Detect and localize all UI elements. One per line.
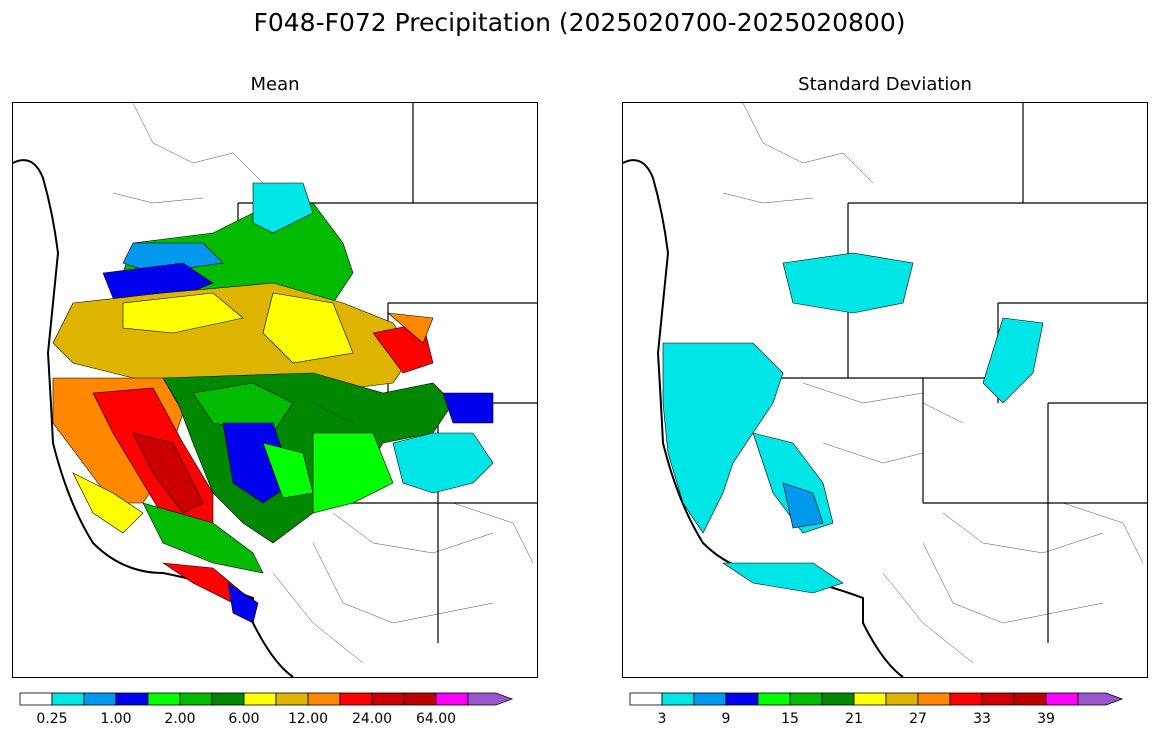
colorbar-segment bbox=[307, 692, 341, 706]
stddev-map bbox=[622, 102, 1148, 678]
colorbar-segment bbox=[917, 692, 951, 706]
colorbar-segment bbox=[211, 692, 245, 706]
colorbar-tick-label: 9 bbox=[721, 711, 731, 727]
colorbar-segment bbox=[371, 692, 405, 706]
colorbar-segment bbox=[19, 692, 53, 706]
colorbar-segment bbox=[467, 692, 514, 706]
colorbar-segment bbox=[661, 692, 695, 706]
colorbar-segment bbox=[1077, 692, 1124, 706]
colorbar-segment bbox=[885, 692, 919, 706]
colorbar-segment bbox=[1045, 692, 1079, 706]
colorbar-tick-label: 1.00 bbox=[100, 711, 132, 727]
colorbar-segment bbox=[435, 692, 469, 706]
colorbar-tick-label: 3 bbox=[657, 711, 667, 727]
colorbar-segment bbox=[821, 692, 855, 706]
colorbar-tick-label: 0.25 bbox=[36, 711, 68, 727]
colorbar-segment bbox=[179, 692, 213, 706]
state-boundaries bbox=[773, 103, 1147, 643]
colorbar-tick-label: 39 bbox=[1037, 711, 1055, 727]
mean-panel-title: Mean bbox=[250, 74, 300, 95]
colorbar-tick-label: 12.00 bbox=[287, 711, 329, 727]
colorbar-segment bbox=[725, 692, 759, 706]
colorbar-tick-label: 33 bbox=[973, 711, 991, 727]
colorbar-tick-label: 21 bbox=[845, 711, 863, 727]
colorbar-segment bbox=[757, 692, 791, 706]
colorbar-segment bbox=[693, 692, 727, 706]
colorbar-segment bbox=[51, 692, 85, 706]
basin-outlines bbox=[112, 103, 534, 664]
stddev-fill bbox=[662, 252, 1044, 594]
colorbar-segment bbox=[243, 692, 277, 706]
stddev-panel-title: Standard Deviation bbox=[798, 74, 972, 95]
mean-colorbar bbox=[19, 690, 530, 706]
colorbar-segment bbox=[629, 692, 663, 706]
colorbar-segment bbox=[403, 692, 437, 706]
mean-map bbox=[12, 102, 538, 678]
coastline bbox=[623, 159, 904, 677]
colorbar-tick-label: 27 bbox=[909, 711, 927, 727]
colorbar-tick-label: 64.00 bbox=[415, 711, 457, 727]
colorbar-segment bbox=[853, 692, 887, 706]
colorbar-tick-label: 6.00 bbox=[228, 711, 260, 727]
colorbar-segment bbox=[339, 692, 373, 706]
figure-title: F048-F072 Precipitation (2025020700-2025… bbox=[253, 8, 906, 37]
precip-fill bbox=[52, 182, 494, 624]
colorbar-segment bbox=[949, 692, 983, 706]
stddev-colorbar bbox=[629, 690, 1140, 706]
colorbar-tick-label: 24.00 bbox=[351, 711, 393, 727]
colorbar-tick-label: 2.00 bbox=[164, 711, 196, 727]
colorbar-segment bbox=[981, 692, 1015, 706]
colorbar-segment bbox=[1013, 692, 1047, 706]
basin-outlines bbox=[722, 103, 1144, 664]
colorbar-segment bbox=[115, 692, 149, 706]
colorbar-tick-label: 15 bbox=[781, 711, 799, 727]
colorbar-segment bbox=[147, 692, 181, 706]
colorbar-segment bbox=[789, 692, 823, 706]
colorbar-segment bbox=[275, 692, 309, 706]
colorbar-segment bbox=[83, 692, 117, 706]
